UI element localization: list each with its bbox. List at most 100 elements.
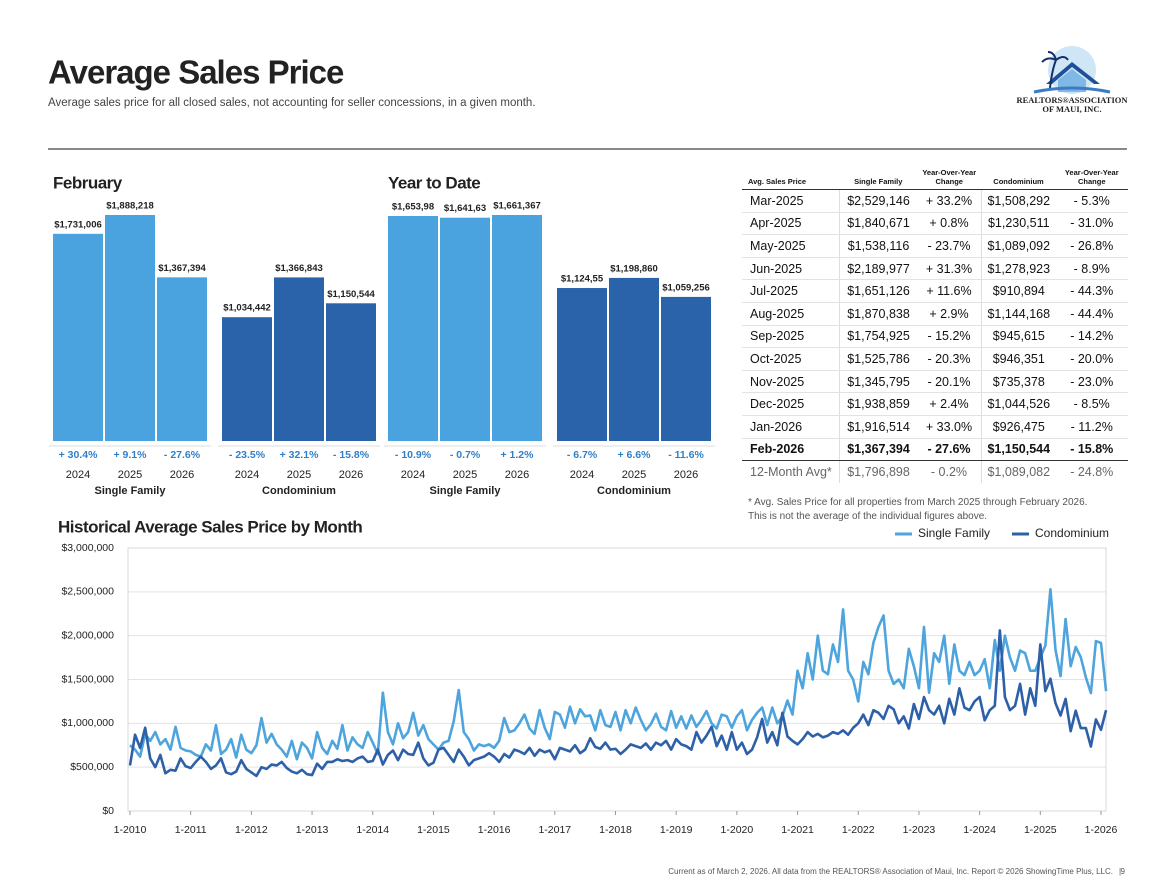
change-label: + 6.6%: [618, 449, 652, 461]
x-tick-label: 1-2016: [478, 824, 511, 836]
table-cell: - 8.5%: [1055, 392, 1128, 416]
table-cell: - 20.0%: [1055, 347, 1128, 371]
year-label: 2026: [505, 469, 529, 481]
table-cell: - 23.0%: [1055, 370, 1128, 394]
change-label: - 11.6%: [668, 449, 704, 461]
y-tick-label: $3,000,000: [61, 542, 114, 554]
table-cell: + 33.0%: [916, 415, 982, 439]
table-cell: Jul-2025: [742, 279, 840, 303]
table-row: Jan-2026 $1,916,514 + 33.0% $926,475- 11.2%: [742, 415, 1128, 439]
table-cell: $1,345,795: [839, 370, 917, 394]
table-cell: - 26.8%: [1055, 234, 1128, 258]
footer-separator: |: [1119, 867, 1121, 876]
table-cell: Sep-2025: [742, 325, 840, 349]
year-label: 2026: [170, 469, 194, 481]
table-cell: - 44.3%: [1055, 279, 1128, 303]
table-cell: $1,230,511: [981, 212, 1056, 236]
table-row: Mar-2025 $2,529,146 + 33.2% $1,508,292- 5.3…: [742, 189, 1128, 213]
bar-value-label: $1,661,367: [493, 201, 541, 212]
table-cell: $2,189,977: [839, 257, 917, 281]
table-cell: $1,938,859: [839, 392, 917, 416]
x-tick-label: 1-2019: [660, 824, 693, 836]
year-label: 2024: [570, 469, 594, 481]
bar: [105, 215, 155, 441]
table-row: Aug-2025 $1,870,838 + 2.9% $1,144,168- 44.4…: [742, 302, 1128, 326]
bar: [609, 277, 659, 441]
table-cell: - 44.4%: [1055, 302, 1128, 326]
change-label: + 1.2%: [501, 449, 535, 461]
logo-wave: [1033, 86, 1111, 94]
x-tick-label: 1-2022: [842, 824, 875, 836]
bar-value-label: $1,653,98: [392, 202, 434, 213]
table-cell: $1,089,092: [981, 234, 1056, 258]
table-header: Single Family: [839, 166, 917, 190]
chart-title: Historical Average Sales Price by Month: [58, 517, 362, 536]
bar: [326, 303, 376, 441]
group-label: Condominium: [597, 485, 671, 497]
y-tick-label: $1,000,000: [61, 717, 114, 729]
table-cell: Mar-2025: [742, 189, 840, 213]
bar-value-label: $1,731,006: [54, 219, 102, 230]
bar: [157, 277, 207, 441]
footnote-line: * Avg. Sales Price for all properties fr…: [748, 497, 1088, 508]
logo-house: [1058, 69, 1086, 92]
table-cell: - 31.0%: [1055, 212, 1128, 236]
table-cell: $1,754,925: [839, 325, 917, 349]
table-cell: - 20.3%: [916, 347, 982, 371]
table-cell: Nov-2025: [742, 370, 840, 394]
x-tick-label: 1-2015: [417, 824, 450, 836]
monthly-table: Avg. Sales Price Single Family Year-Over-Y…: [742, 166, 1128, 483]
table-cell: $1,367,394: [839, 437, 917, 462]
table-cell: $926,475: [981, 415, 1056, 439]
logo-text: OF MAUI, INC.: [1042, 104, 1101, 114]
table-header: Year-Over-Year Change: [1055, 166, 1128, 190]
table-row: Jul-2025 $1,651,126 + 11.6% $910,894- 44.3%: [742, 279, 1128, 303]
table-header: Condominium: [981, 166, 1056, 190]
logo-text: REALTORS®ASSOCIATION: [1016, 95, 1128, 105]
table-cell: $1,916,514: [839, 415, 917, 439]
series-line: [128, 629, 1108, 778]
change-label: - 10.9%: [395, 449, 432, 461]
y-tick-label: $1,500,000: [61, 673, 114, 685]
table-cell: + 31.3%: [916, 257, 982, 281]
logo: REALTORS®ASSOCIATION OF MAUI, INC.: [1016, 46, 1128, 114]
table-cell: - 11.2%: [1055, 415, 1128, 439]
bar: [274, 277, 324, 441]
table-cell: - 24.8%: [1070, 464, 1114, 479]
table-cell: + 2.4%: [916, 392, 982, 416]
x-tick-label: 1-2018: [599, 824, 632, 836]
year-label: 2025: [118, 469, 142, 481]
table-cell: $945,615: [981, 325, 1056, 349]
change-label: + 30.4%: [59, 449, 98, 461]
table-cell: $1,538,116: [839, 234, 917, 258]
year-label: 2026: [339, 469, 363, 481]
change-label: + 32.1%: [280, 449, 319, 461]
panel-title: February: [53, 173, 123, 192]
table-cell: $910,894: [981, 279, 1056, 303]
table-row: Jun-2025 $2,189,977 + 31.3% $1,278,923- 8.9…: [742, 257, 1128, 281]
x-tick-label: 1-2013: [296, 824, 329, 836]
year-label: 2025: [622, 469, 646, 481]
x-tick-label: 1-2020: [721, 824, 754, 836]
table-cell: $735,378: [981, 370, 1056, 394]
logo-palm: [1049, 59, 1057, 89]
series-line: [129, 587, 1108, 761]
group-label: Single Family: [95, 485, 167, 497]
bar: [53, 233, 103, 441]
bar-value-label: $1,888,218: [106, 201, 154, 212]
bar: [440, 217, 490, 441]
table-cell: $1,525,786: [839, 347, 917, 371]
bar: [492, 215, 542, 441]
table-cell: - 5.3%: [1055, 189, 1128, 213]
table-cell: Oct-2025: [742, 347, 840, 371]
table-header-row: Avg. Sales Price Single Family Year-Over-Y…: [742, 166, 1128, 190]
bar: [222, 317, 272, 441]
year-label: 2025: [287, 469, 311, 481]
bar-value-label: $1,150,544: [327, 289, 375, 300]
table-cell: $1,278,923: [981, 257, 1056, 281]
table-cell: $1,150,544: [981, 437, 1056, 462]
bar: [661, 296, 711, 441]
table-cell: Aug-2025: [742, 302, 840, 326]
bar-value-label: $1,034,442: [223, 303, 271, 314]
